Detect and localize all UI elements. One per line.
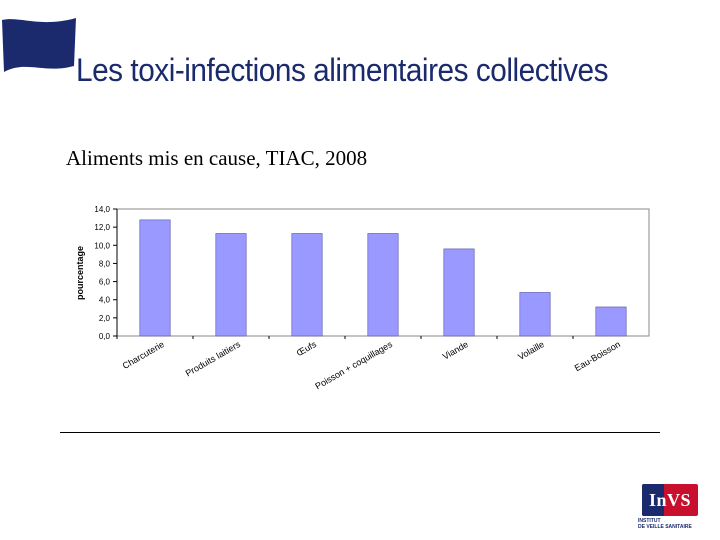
flag-logo-icon [2, 18, 76, 72]
logo-name: InVS [648, 490, 692, 510]
x-tick-label: Poisson + coquillages [313, 339, 394, 392]
y-axis-label: pourcentage [75, 246, 85, 300]
bar [519, 292, 551, 337]
y-tick-label: 6,0 [99, 278, 111, 287]
bar [367, 233, 399, 337]
invs-logo: InVS INSTITUT DE VEILLE SANITAIRE [636, 484, 704, 534]
logo-caption: INSTITUT DE VEILLE SANITAIRE [638, 518, 692, 530]
bar [291, 233, 323, 337]
y-tick-label: 14,0 [94, 205, 110, 214]
slide-subtitle: Aliments mis en cause, TIAC, 2008 [66, 146, 368, 170]
y-tick-label: 0,0 [99, 332, 111, 341]
bar [215, 233, 247, 337]
bar [443, 248, 475, 337]
bars [139, 219, 627, 337]
x-axis-labels: Charcuterie Produits laitiers ŒufsPoisson … [116, 336, 622, 392]
y-tick-label: 12,0 [94, 223, 110, 232]
x-tick-label: Eau-Boisson [573, 339, 622, 373]
x-tick-label: Viande [441, 339, 470, 362]
y-tick-label: 10,0 [94, 241, 110, 250]
x-tick-label: Œufs [295, 339, 319, 358]
y-tick-label: 8,0 [99, 259, 111, 268]
x-tick-label: Volaille [516, 339, 546, 362]
divider [60, 432, 660, 433]
y-axis: 0,0 2,0 4,0 6,0 8,0 10,0 12,0 14,0 [94, 205, 118, 341]
y-tick-label: 4,0 [99, 296, 111, 305]
bar-chart: 0,0 2,0 4,0 6,0 8,0 10,0 12,0 14,0 Charcuterie P… [75, 205, 650, 392]
bar [595, 306, 627, 337]
x-tick-label: Charcuterie [121, 339, 166, 371]
bar [139, 219, 171, 337]
y-tick-label: 2,0 [99, 314, 111, 323]
x-tick-label: Produits laitiers [184, 339, 243, 379]
slide-title: Les toxi-infections alimentaires collect… [76, 52, 608, 88]
invs-logo-mark: InVS [642, 484, 698, 516]
